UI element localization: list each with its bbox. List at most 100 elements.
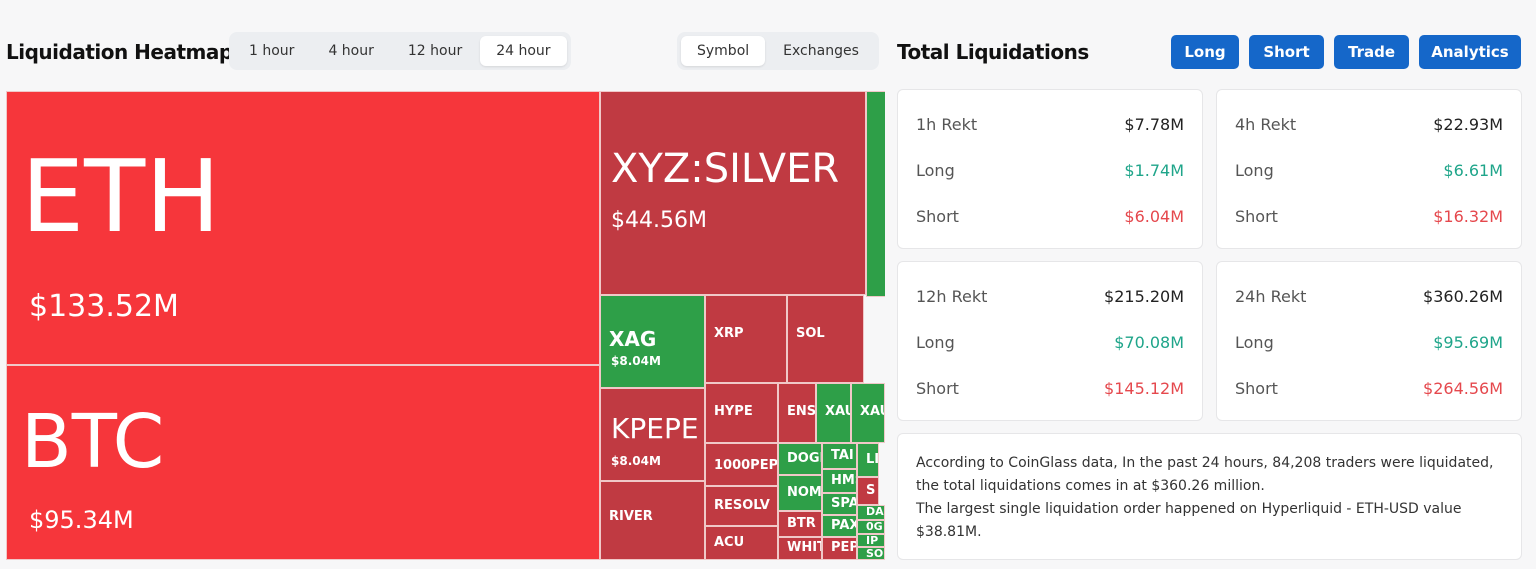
tile-label: NOM — [787, 484, 822, 500]
tile[interactable]: 1000PEPE — [705, 443, 778, 486]
view-tab[interactable]: Exchanges — [783, 43, 859, 59]
stat-text: 24h Rekt — [1235, 287, 1307, 306]
tile[interactable]: DA — [857, 505, 885, 520]
tile-label: XYZ:SILVER — [611, 146, 840, 193]
tile[interactable]: DOGE — [778, 443, 822, 475]
tile[interactable]: TAI — [822, 443, 857, 469]
tile-label: XAG — [609, 326, 657, 351]
tile-value: $133.52M — [29, 289, 179, 325]
tile[interactable]: HYPE — [705, 383, 778, 443]
tile[interactable]: ETH $133.52M — [6, 91, 600, 365]
summary-line: According to CoinGlass data, In the past… — [916, 455, 1494, 494]
stat-row: 1h Rekt $7.78M — [916, 115, 1184, 134]
tile-label: HMS — [831, 472, 856, 488]
stat-row: Short $16.32M — [1235, 207, 1503, 226]
stat-text: $6.04M — [1124, 207, 1184, 226]
tile[interactable]: BTC $95.34M — [6, 365, 600, 560]
stat-row: Long $70.08M — [916, 333, 1184, 352]
rekt-card: 24h Rekt $360.26M Long $95.69M Short $264.56M — [1216, 261, 1522, 421]
tile-value: $44.56M — [611, 208, 707, 234]
stat-text: $360.26M — [1423, 287, 1503, 306]
summary-text: According to CoinGlass data, In the past… — [916, 452, 1497, 544]
tile[interactable]: IP — [857, 534, 885, 547]
nav-button[interactable]: Trade — [1334, 35, 1409, 69]
tile-label: 0G — [866, 520, 883, 533]
tile[interactable]: XAU — [851, 383, 885, 443]
stat-text: Long — [1235, 161, 1274, 180]
tile[interactable]: HMS — [822, 469, 857, 493]
tile-label: RESOLV — [714, 497, 770, 513]
tile-value: $8.04M — [611, 454, 661, 469]
tile[interactable]: SO — [857, 547, 885, 560]
timeframe-tab[interactable]: 12 hour — [407, 43, 463, 59]
tile — [866, 91, 885, 297]
tile-label: LI — [866, 451, 879, 467]
tile[interactable]: S — [857, 477, 879, 505]
stat-row: Short $6.04M — [916, 207, 1184, 226]
nav-button[interactable]: Analytics — [1419, 35, 1521, 69]
tile-label: KPEPE — [611, 412, 699, 446]
heatmap-title: Liquidation Heatmap — [6, 40, 233, 64]
timeframe-tabs: 1 hour 4 hour 12 hour 24 hour — [229, 32, 571, 70]
stat-row: Long $6.61M — [1235, 161, 1503, 180]
tile-label: PAX — [831, 517, 857, 533]
tile[interactable]: BTR — [778, 511, 822, 537]
nav-button[interactable]: Short — [1249, 35, 1324, 69]
tile-value: $95.34M — [29, 506, 134, 535]
stat-text: $7.78M — [1124, 115, 1184, 134]
tile-label: XRP — [714, 325, 744, 341]
totals-title: Total Liquidations — [897, 40, 1089, 64]
stat-text: $1.74M — [1124, 161, 1184, 180]
tile-label: ENS — [787, 404, 816, 419]
stat-row: Long $1.74M — [916, 161, 1184, 180]
tile[interactable]: SOL — [787, 295, 864, 383]
tile-label: BTC — [21, 399, 165, 485]
nav-button[interactable]: Long — [1171, 35, 1239, 69]
summary-line: The largest single liquidation order hap… — [916, 501, 1462, 540]
stat-text: Short — [916, 207, 959, 226]
tile[interactable]: XRP — [705, 295, 787, 383]
tile[interactable]: ENS — [778, 383, 816, 443]
tile[interactable]: ACU — [705, 526, 778, 560]
timeframe-tab[interactable]: 1 hour — [249, 43, 295, 59]
tile[interactable]: XAG $8.04M — [600, 295, 705, 388]
tile-label: SPA — [831, 495, 857, 511]
tile[interactable]: LI — [857, 443, 879, 477]
tile[interactable]: 0G — [857, 520, 885, 534]
stat-text: $70.08M — [1114, 333, 1184, 352]
stat-text: 12h Rekt — [916, 287, 988, 306]
treemap: ETH $133.52M BTC $95.34M XYZ:SILVER $44.56M XA… — [6, 91, 885, 560]
rekt-card: 12h Rekt $215.20M Long $70.08M Short $145.12M — [897, 261, 1203, 421]
stat-text: Short — [916, 379, 959, 398]
tile-label: XAU — [860, 404, 884, 419]
timeframe-tab[interactable]: 4 hour — [328, 43, 374, 59]
tile[interactable]: RIVER — [600, 481, 705, 560]
stat-text: Long — [916, 333, 955, 352]
tile-label: BTR — [787, 515, 816, 531]
tile[interactable]: NOM — [778, 475, 822, 511]
tile[interactable]: SPA — [822, 493, 857, 515]
stat-row: 24h Rekt $360.26M — [1235, 287, 1503, 306]
stat-text: Long — [1235, 333, 1274, 352]
stat-text: $95.69M — [1433, 333, 1503, 352]
tile-label: SO — [866, 547, 884, 560]
tile[interactable]: PEP — [822, 537, 857, 560]
tile[interactable]: KPEPE $8.04M — [600, 388, 705, 481]
tile-label: XAU — [825, 404, 850, 419]
stat-text: Long — [916, 161, 955, 180]
tile[interactable]: XAU — [816, 383, 851, 443]
tile-label: S — [866, 482, 876, 498]
stat-text: Short — [1235, 207, 1278, 226]
view-tab[interactable]: Symbol — [681, 36, 766, 66]
tile[interactable]: PAX — [822, 515, 857, 537]
stat-row: Long $95.69M — [1235, 333, 1503, 352]
stat-text: $16.32M — [1433, 207, 1503, 226]
tile-label: IP — [866, 534, 879, 547]
stat-text: 1h Rekt — [916, 115, 978, 134]
tile[interactable]: XYZ:SILVER $44.56M — [600, 91, 866, 295]
tile[interactable]: RESOLV — [705, 486, 778, 526]
stat-text: $145.12M — [1104, 379, 1184, 398]
timeframe-tab[interactable]: 24 hour — [480, 36, 567, 66]
